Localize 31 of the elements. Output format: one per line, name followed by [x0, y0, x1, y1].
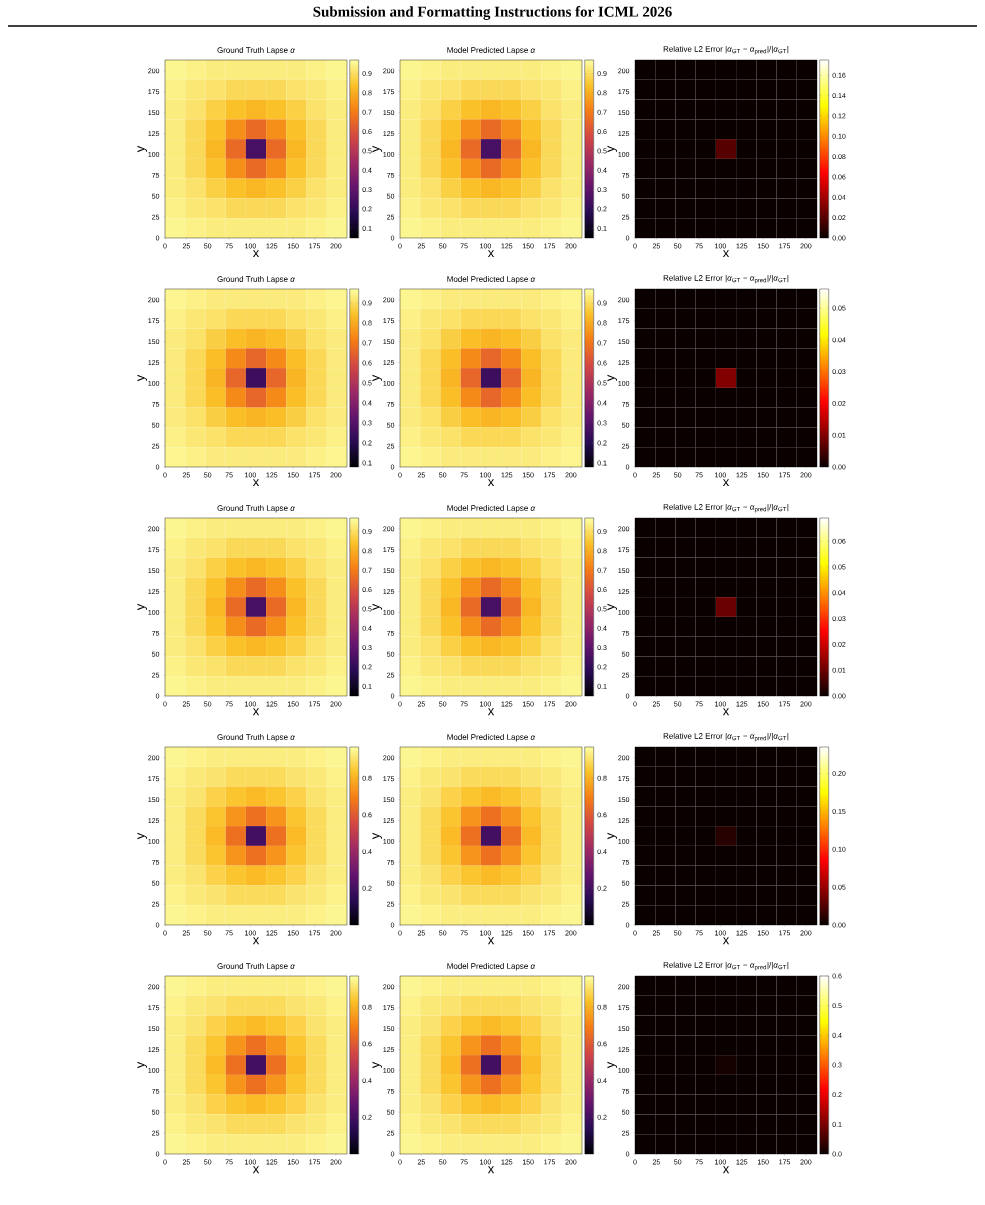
y-axis-title: y: [607, 603, 618, 611]
y-axis-title: y: [137, 603, 147, 611]
x-axis-title: x: [487, 708, 495, 716]
y-axis-title: y: [607, 145, 618, 153]
x-axis-title: x: [722, 937, 730, 945]
x-axis-title: x: [252, 708, 260, 716]
y-axis-title: y: [372, 1061, 383, 1069]
y-axis-title: y: [372, 145, 383, 153]
y-axis-title: y: [607, 374, 618, 382]
y-axis-title: y: [372, 603, 383, 611]
x-axis-title: x: [252, 250, 260, 258]
x-axis-title: x: [487, 1166, 495, 1174]
x-axis-title: x: [487, 937, 495, 945]
x-axis-title: x: [722, 250, 730, 258]
y-axis-title: y: [372, 374, 383, 382]
x-axis-title: x: [487, 250, 495, 258]
x-axis-title: x: [252, 1166, 260, 1174]
x-axis-title: x: [722, 708, 730, 716]
y-axis-title: y: [137, 832, 147, 840]
text: Submission and Formatting Instructions for ICML 2026: [313, 6, 672, 20]
y-axis-title: y: [137, 374, 147, 382]
y-axis-title: y: [372, 832, 383, 840]
x-axis-title: x: [252, 937, 260, 945]
y-axis-title: y: [137, 1061, 147, 1069]
y-axis-title: y: [607, 832, 618, 840]
x-axis-title: x: [722, 479, 730, 487]
x-axis-title: x: [722, 1166, 730, 1174]
x-axis-title: x: [252, 479, 260, 487]
x-axis-title: x: [487, 479, 495, 487]
y-axis-title: y: [607, 1061, 618, 1069]
y-axis-title: y: [137, 145, 147, 153]
